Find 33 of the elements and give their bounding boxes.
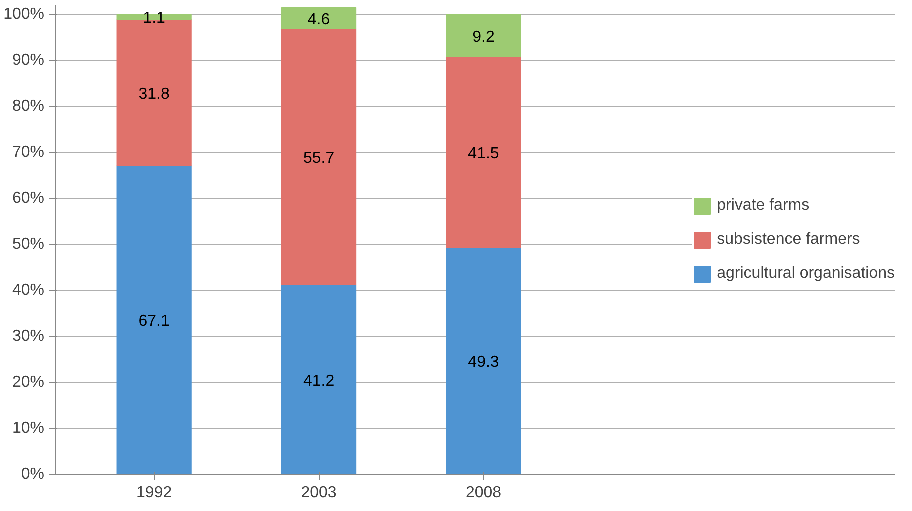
x-tick-label: 2003	[301, 484, 337, 502]
y-tick-label: 0%	[21, 466, 44, 483]
y-tick-label: 60%	[12, 190, 45, 208]
data-label: 31.8	[138, 86, 170, 103]
bar	[116, 165, 192, 474]
bar	[281, 7, 357, 30]
y-tick-label: 50%	[12, 236, 45, 254]
bar	[446, 14, 522, 58]
data-label: 1.1	[143, 10, 166, 28]
y-tick-label: 100%	[4, 6, 44, 24]
bar	[446, 247, 522, 474]
legend-label: agricultural organisations	[717, 264, 895, 282]
y-tick-label: 10%	[12, 420, 45, 438]
bar	[446, 56, 522, 248]
x-tick-label: 1992	[136, 484, 172, 502]
bar	[281, 28, 357, 286]
data-label: 41.5	[468, 145, 500, 162]
y-tick-label: 20%	[12, 374, 45, 392]
y-tick-label: 30%	[12, 328, 45, 346]
data-label: 49.3	[468, 354, 500, 372]
data-label: 67.1	[138, 313, 170, 330]
data-label: 41.2	[303, 372, 335, 390]
y-tick-label: 90%	[12, 52, 45, 70]
bar	[281, 284, 357, 474]
data-label: 4.6	[308, 11, 330, 28]
legend-label: subsistence farmers	[717, 230, 860, 248]
y-tick-label: 80%	[12, 98, 45, 116]
y-tick-label: 40%	[12, 282, 45, 300]
data-label: 55.7	[303, 150, 335, 168]
x-tick-label: 2008	[466, 484, 502, 502]
data-label: 9.2	[472, 28, 495, 46]
y-tick-label: 70%	[12, 144, 45, 162]
legend-label: private farms	[717, 196, 810, 214]
